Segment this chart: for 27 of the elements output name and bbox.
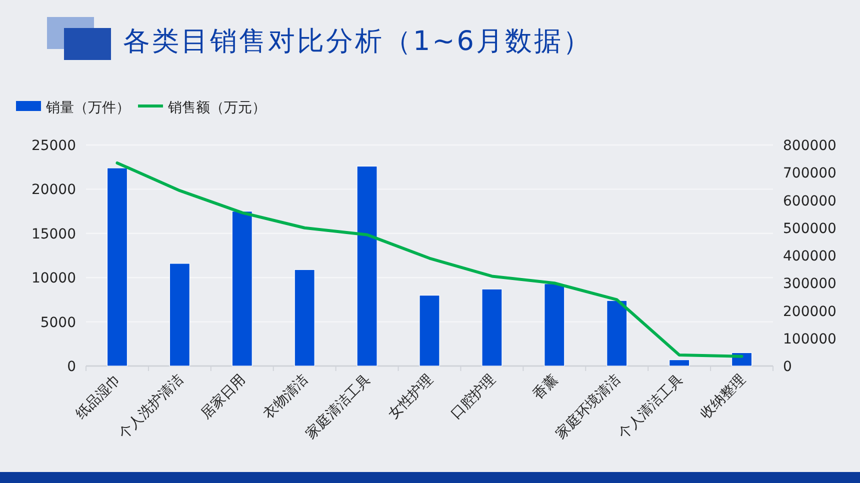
y2-tick-label: 600000 — [783, 193, 836, 210]
y2-tick-label: 300000 — [783, 276, 836, 292]
y2-tick-label: 500000 — [783, 220, 836, 237]
chart-title: 各类目销售对比分析（1~6月数据） — [123, 26, 592, 57]
x-tick-label: 女性护理 — [385, 372, 436, 422]
y-tick-label: 0 — [67, 359, 76, 375]
x-tick-label: 口腔护理 — [448, 372, 499, 422]
y-tick-label: 10000 — [31, 270, 76, 287]
y-tick-label: 5000 — [40, 314, 76, 331]
legend-label: 销售额（万元） — [167, 100, 266, 116]
line-series — [116, 161, 744, 358]
y2-tick-label: 400000 — [783, 248, 836, 264]
legend-label: 销量（万件） — [45, 100, 130, 116]
x-tick-label: 衣物清洁 — [260, 372, 312, 422]
x-tick-label: 纸品湿巾 — [73, 372, 124, 422]
y2-tick-label: 800000 — [783, 138, 836, 154]
y2-tick-label: 700000 — [783, 166, 836, 182]
x-tick-label: 香薰 — [530, 372, 562, 403]
y-tick-label: 15000 — [31, 226, 76, 242]
y2-tick-label: 0 — [783, 359, 792, 375]
y-tick-label: 25000 — [31, 138, 76, 154]
x-tick-label: 居家日用 — [198, 372, 249, 422]
y2-tick-label: 200000 — [783, 304, 836, 320]
y2-tick-label: 100000 — [783, 331, 836, 348]
bar — [669, 360, 690, 366]
x-tick-label: 收纳整理 — [698, 372, 749, 422]
y-tick-label: 20000 — [31, 182, 76, 198]
